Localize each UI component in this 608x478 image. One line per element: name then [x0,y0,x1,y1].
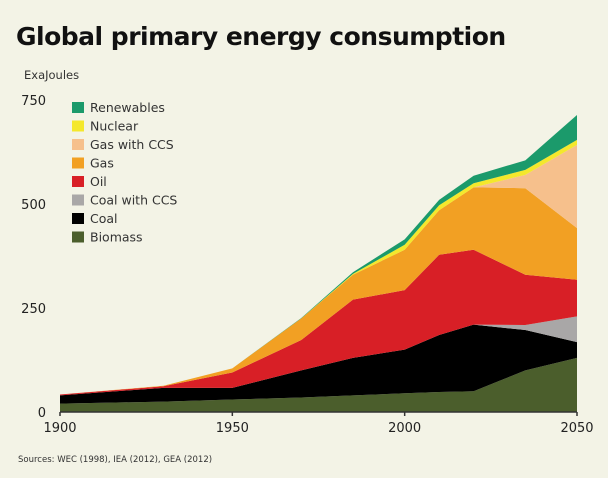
legend-swatch [72,120,84,132]
area-oil [60,249,577,396]
legend-item: Gas with CCS [72,137,174,152]
legend-label: Coal [90,211,118,226]
legend-item: Renewables [72,100,165,115]
x-tick-label: 1900 [43,421,76,436]
area-biomass [60,357,577,412]
legend-label: Biomass [90,230,143,245]
legend-swatch [72,102,84,113]
legend-label: Oil [90,174,107,189]
legend-label: Gas with CCS [90,137,174,152]
legend-swatch [72,157,84,169]
area-coal [60,324,577,404]
legend-label: Coal with CCS [90,193,177,208]
x-tick-label: 2050 [560,421,593,436]
area-gas [60,187,577,395]
legend-item: Coal with CCS [72,193,177,208]
x-tick-label: 2000 [388,421,421,436]
legend-label: Renewables [90,100,165,115]
legend-swatch [72,139,84,150]
legend-item: Coal [72,211,118,226]
legend-label: Gas [90,156,114,171]
area-nuclear [60,139,577,395]
legend-item: Nuclear [72,119,139,134]
y-tick-label: 250 [21,302,46,317]
y-axis-label: ExaJoules [24,68,79,82]
y-tick-label: 750 [21,94,46,109]
legend-swatch [72,194,84,206]
legend-swatch [72,231,84,243]
x-tick-label: 1950 [216,421,249,436]
legend-swatch [72,176,84,187]
y-tick-label: 500 [21,198,46,213]
chart-title: Global primary energy consumption [16,22,506,51]
source-note: Sources: WEC (1998), IEA (2012), GEA (20… [18,455,212,465]
legend-item: Oil [72,174,107,189]
y-tick-label: 0 [38,406,46,421]
legend-swatch [72,213,84,224]
legend-item: Biomass [72,230,143,245]
legend-item: Gas [72,156,114,171]
legend-label: Nuclear [90,119,139,134]
